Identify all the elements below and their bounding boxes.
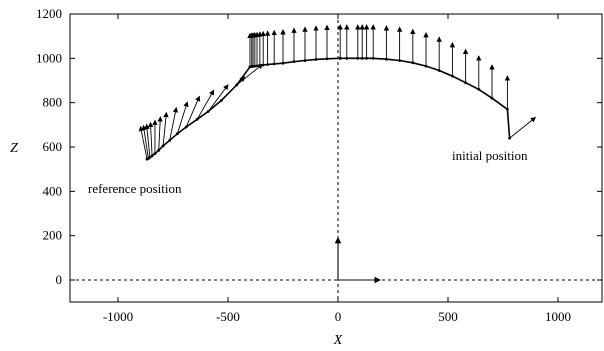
trajectory-point: [464, 81, 467, 85]
trajectory-point: [490, 96, 494, 100]
y-tick-label: 1000: [36, 50, 62, 65]
trajectory-point: [281, 61, 285, 65]
trajectory-point: [451, 74, 454, 78]
trajectory-point: [176, 132, 179, 136]
trajectory-point: [424, 64, 428, 68]
orientation-vector: [221, 76, 246, 101]
x-tick-label: -1000: [103, 309, 133, 324]
orientation-vector: [162, 111, 169, 146]
x-tick-label: 0: [335, 309, 342, 324]
x-tick-label: -500: [216, 309, 240, 324]
trajectory-point: [345, 56, 349, 60]
trajectory-point: [385, 57, 388, 61]
trajectory-path: [146, 57, 511, 160]
x-tick-label: 500: [438, 309, 458, 324]
y-tick-label: 0: [56, 272, 63, 287]
plot-frame: [69, 13, 603, 303]
trajectory-point: [150, 154, 154, 158]
trajectory-point: [360, 56, 364, 60]
y-tick-label: 800: [43, 95, 63, 110]
trajectory-point: [356, 56, 360, 60]
orientation-vector: [157, 116, 163, 151]
orientation-vector: [169, 106, 179, 141]
trajectory-point: [145, 157, 149, 161]
annotation-reference-position: reference position: [88, 181, 182, 196]
x-tick-label: 1000: [545, 309, 571, 324]
trajectory-point: [157, 148, 161, 152]
trajectory-point: [266, 63, 269, 66]
trajectory-point: [314, 58, 318, 61]
trajectory-point: [365, 56, 368, 60]
orientation-vector: [196, 89, 215, 120]
trajectory-point: [338, 56, 342, 60]
trajectory-point: [506, 107, 509, 111]
trajectory-point: [292, 60, 296, 64]
trajectory-point: [398, 59, 401, 62]
trajectory-point: [206, 110, 210, 113]
orientation-vector: [509, 116, 537, 139]
trajectory-point: [303, 59, 307, 62]
orientation-vector: [176, 101, 189, 134]
x-axis-title: X: [333, 333, 343, 348]
trajectory-point: [477, 87, 481, 91]
orientation-vector: [147, 121, 154, 156]
y-tick-label: 600: [43, 139, 63, 154]
orientation-vector: [185, 95, 201, 128]
orientation-vector: [144, 123, 151, 158]
y-tick-label: 400: [43, 183, 63, 198]
y-axis-title: Z: [10, 141, 18, 156]
trajectory-point: [220, 99, 223, 102]
orientation-vector: [138, 125, 148, 160]
trajectory-point: [508, 136, 511, 140]
trajectory-point: [325, 57, 329, 61]
orientation-vector: [141, 124, 149, 159]
trajectory-point: [437, 69, 441, 72]
trajectory-point: [153, 152, 157, 156]
trajectory-point: [195, 117, 199, 121]
trajectory-point: [184, 125, 188, 129]
annotation-initial-position: initial position: [452, 148, 528, 163]
trajectory-point: [411, 61, 415, 65]
trajectory-point: [168, 138, 172, 142]
trajectory-point: [371, 56, 375, 60]
y-tick-label: 1200: [36, 6, 62, 21]
trajectory-point: [272, 62, 276, 66]
trajectory-point: [161, 144, 165, 148]
orientation-vector: [207, 84, 229, 112]
y-tick-label: 200: [43, 228, 63, 243]
trajectory-point: [248, 65, 252, 69]
